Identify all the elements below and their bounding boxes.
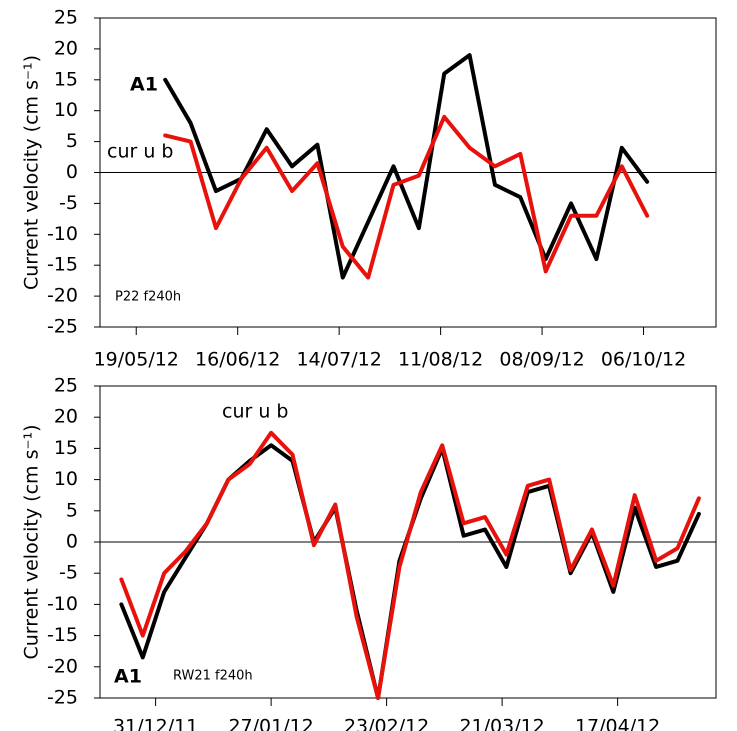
y-axis-label: Current velocity (cm s⁻¹) xyxy=(21,424,43,659)
x-tick-label: 31/12/11 xyxy=(113,716,198,731)
x-tick-label: 16/06/12 xyxy=(195,349,280,371)
y-tick-label: 10 xyxy=(54,468,78,490)
y-tick-label: 0 xyxy=(66,531,78,553)
y-tick-label: 10 xyxy=(54,99,78,121)
y-tick-label: 5 xyxy=(66,499,78,521)
y-tick-label: 25 xyxy=(54,375,78,397)
series-label: cur u b xyxy=(222,401,288,423)
x-tick-label: 08/09/12 xyxy=(499,349,584,371)
x-tick-label: 14/07/12 xyxy=(296,349,381,371)
x-tick-label: 19/05/12 xyxy=(94,349,179,371)
y-axis-label: Current velocity (cm s⁻¹) xyxy=(21,55,43,290)
y-tick-label: -20 xyxy=(47,285,78,307)
series-line xyxy=(119,430,701,700)
x-tick-label: 17/04/12 xyxy=(575,716,660,731)
y-tick-label: 15 xyxy=(54,68,78,90)
y-tick-label: 0 xyxy=(66,161,78,183)
x-tick-label: 11/08/12 xyxy=(398,349,483,371)
x-tick-label: 06/10/12 xyxy=(601,349,686,371)
x-tick-label: 21/03/12 xyxy=(459,716,544,731)
y-tick-label: 5 xyxy=(66,130,78,152)
series-line xyxy=(119,443,701,700)
series-label: cur u b xyxy=(107,141,173,163)
y-tick-label: -15 xyxy=(47,254,78,276)
y-tick-label: -5 xyxy=(59,562,78,584)
y-tick-label: 20 xyxy=(54,406,78,428)
series-label: A1 xyxy=(130,74,158,96)
x-tick-label: 23/02/12 xyxy=(344,716,429,731)
y-tick-label: -10 xyxy=(47,223,78,245)
annotation: RW21 f240h xyxy=(173,669,253,684)
y-tick-label: 15 xyxy=(54,437,78,459)
series-label: A1 xyxy=(114,666,142,688)
y-tick-label: 25 xyxy=(54,7,78,29)
y-tick-label: -5 xyxy=(59,192,78,214)
y-tick-label: -10 xyxy=(47,593,78,615)
x-tick-label: 27/01/12 xyxy=(228,716,313,731)
y-tick-label: -15 xyxy=(47,624,78,646)
y-tick-label: -25 xyxy=(47,316,78,338)
y-tick-label: -25 xyxy=(47,687,78,709)
annotation: P22 f240h xyxy=(115,290,181,305)
y-tick-label: -20 xyxy=(47,655,78,677)
series-line xyxy=(163,114,650,280)
series-line xyxy=(163,53,650,280)
y-tick-label: 20 xyxy=(54,37,78,59)
